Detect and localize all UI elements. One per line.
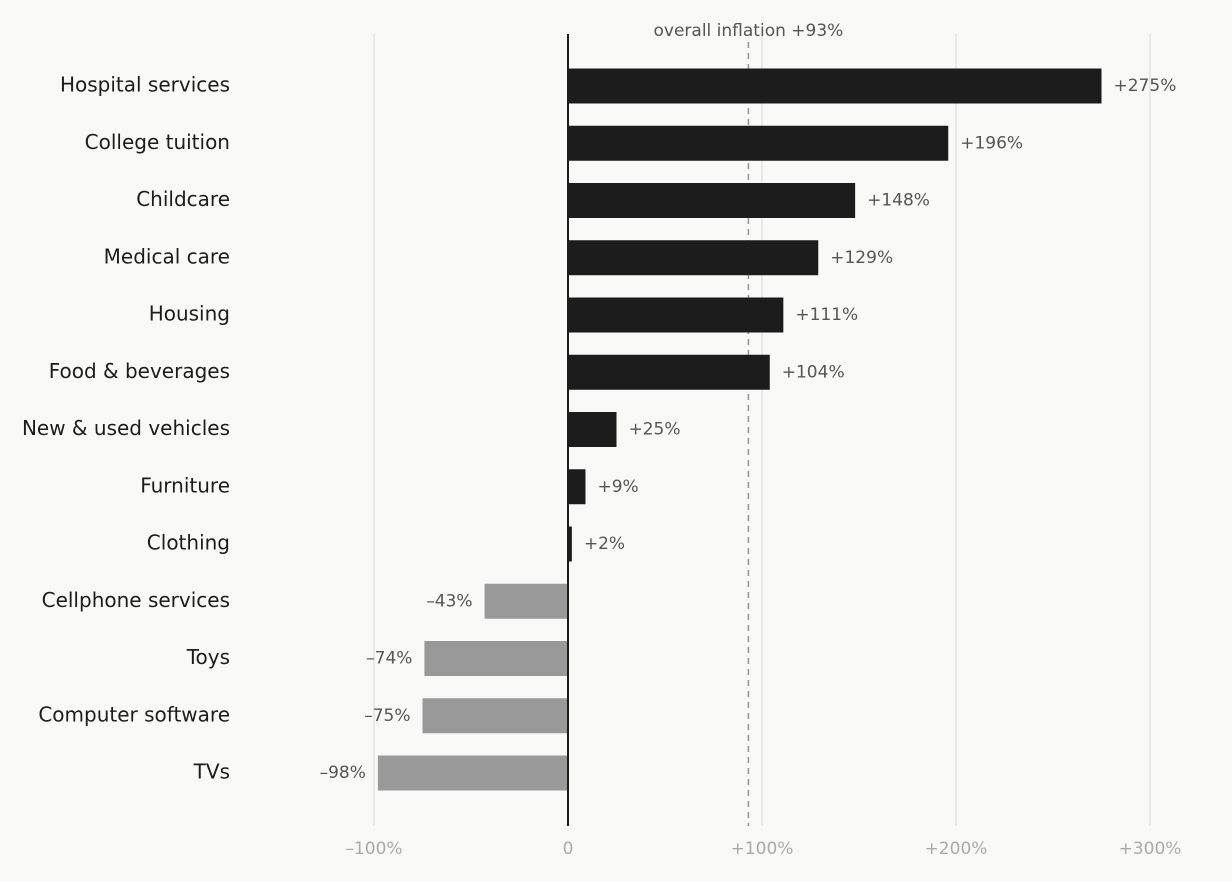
data-label: +129% xyxy=(830,248,893,268)
category-label: Hospital services xyxy=(60,73,230,97)
bars-group xyxy=(377,68,1102,791)
bar xyxy=(568,240,819,276)
reference-line-label: overall inflation +93% xyxy=(654,21,844,41)
bar xyxy=(377,755,568,791)
x-tick-label: 0 xyxy=(563,839,574,859)
category-label: Cellphone services xyxy=(42,588,230,612)
x-tick-label: +300% xyxy=(1119,839,1182,859)
data-label: +148% xyxy=(867,191,930,211)
category-label: New & used vehicles xyxy=(22,416,230,440)
data-label: +2% xyxy=(584,534,625,554)
data-label: +111% xyxy=(795,305,858,325)
bar xyxy=(424,641,568,676)
data-label: +275% xyxy=(1114,76,1177,96)
bar xyxy=(568,412,617,447)
bar xyxy=(568,469,586,505)
category-label: Furniture xyxy=(140,473,230,497)
grid-lines xyxy=(373,34,1151,826)
data-label: +9% xyxy=(597,477,638,497)
category-label: Housing xyxy=(149,302,230,326)
category-label: Childcare xyxy=(136,187,230,211)
x-tick-label: +200% xyxy=(925,839,988,859)
bar xyxy=(568,68,1102,104)
data-label: –43% xyxy=(426,591,472,611)
bar xyxy=(568,354,770,390)
bar xyxy=(568,125,949,161)
value-labels: +275% +196% +148% +129% +111% +104% +25% +9% +2%… xyxy=(320,76,1177,783)
reference-line-group: overall inflation +93% xyxy=(654,21,844,826)
x-tick-label: +100% xyxy=(731,839,794,859)
category-label: Food & beverages xyxy=(49,359,230,383)
bar xyxy=(422,698,568,734)
category-labels: Hospital services College tuition Childcar… xyxy=(22,73,230,784)
x-tick-label: –100% xyxy=(345,839,402,859)
bar xyxy=(568,183,856,218)
data-label: +196% xyxy=(960,133,1023,153)
category-label: College tuition xyxy=(85,130,230,154)
data-label: +104% xyxy=(782,362,845,382)
category-label: Toys xyxy=(186,645,230,669)
data-label: +25% xyxy=(629,420,681,440)
data-label: –74% xyxy=(366,649,412,669)
bar xyxy=(484,583,568,619)
bar xyxy=(568,297,784,333)
category-label: Clothing xyxy=(147,531,230,555)
data-label: –98% xyxy=(320,763,366,783)
category-label: TVs xyxy=(193,760,230,784)
bar xyxy=(568,526,572,562)
category-label: Medical care xyxy=(104,244,230,268)
data-label: –75% xyxy=(364,706,410,726)
x-axis-ticks: –100% 0 +100% +200% +300% xyxy=(345,839,1181,859)
category-label: Computer software xyxy=(38,702,230,726)
